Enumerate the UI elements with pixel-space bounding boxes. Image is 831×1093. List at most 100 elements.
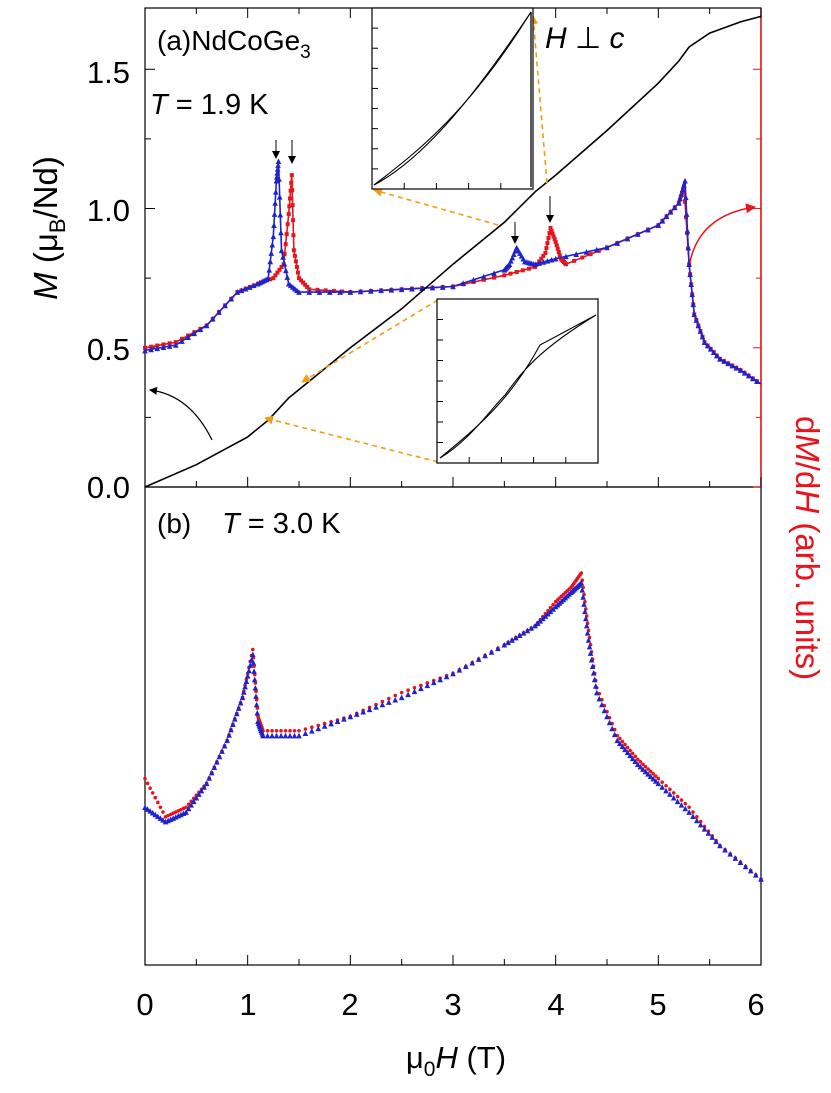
series-dmdh-down-b	[142, 579, 764, 882]
data-point	[551, 602, 555, 607]
data-point	[283, 267, 289, 274]
data-point	[544, 246, 549, 251]
data-point	[687, 271, 693, 278]
data-point	[419, 683, 423, 688]
data-point	[628, 748, 632, 753]
data-point	[418, 685, 424, 692]
data-point	[276, 176, 282, 182]
data-point	[185, 805, 192, 812]
data-point	[188, 802, 194, 808]
data-point	[727, 851, 733, 857]
data-point	[545, 241, 550, 246]
data-point	[450, 283, 456, 290]
data-point	[273, 732, 280, 739]
data-point	[509, 254, 516, 261]
data-point	[753, 871, 759, 878]
data-point	[678, 802, 685, 808]
data-point	[286, 212, 291, 217]
data-point	[709, 834, 716, 840]
data-point	[379, 701, 386, 708]
data-point	[620, 739, 625, 744]
data-point	[221, 742, 228, 749]
data-point	[271, 211, 278, 217]
data-point	[224, 737, 230, 744]
callout-upper-2	[529, 15, 548, 184]
data-point	[287, 732, 293, 739]
data-point	[275, 158, 282, 164]
x-tick-label-1: 1	[239, 987, 256, 1022]
data-point	[276, 194, 283, 200]
data-point	[548, 256, 555, 263]
data-point	[323, 288, 328, 293]
data-point	[291, 218, 296, 223]
data-point	[693, 317, 700, 323]
data-point	[274, 728, 279, 733]
data-point	[589, 663, 596, 670]
data-point	[241, 689, 247, 695]
data-point	[583, 615, 589, 622]
data-point	[667, 791, 673, 797]
data-point	[296, 289, 302, 295]
data-point	[582, 608, 588, 615]
data-point	[305, 285, 310, 290]
data-point	[640, 766, 646, 772]
data-point	[655, 222, 662, 229]
data-point	[443, 673, 450, 680]
data-point	[495, 645, 501, 652]
data-point	[653, 774, 658, 778]
data-point	[623, 742, 627, 747]
data-point	[251, 282, 257, 289]
data-point	[341, 716, 347, 722]
data-point	[638, 760, 643, 764]
data-point	[678, 191, 685, 197]
data-point	[272, 189, 279, 195]
data-point	[287, 204, 292, 209]
data-point	[651, 772, 655, 776]
data-point	[599, 701, 605, 708]
data-point	[216, 753, 223, 760]
data-point	[609, 725, 615, 732]
data-point	[156, 800, 160, 805]
x-axis-label: μ0H (T)	[406, 1040, 506, 1081]
data-point	[647, 773, 654, 779]
data-point	[328, 720, 334, 727]
inset-lower	[436, 298, 599, 464]
data-point	[398, 286, 405, 293]
data-point	[270, 728, 274, 733]
data-point	[578, 579, 585, 586]
data-point	[630, 751, 635, 756]
data-point	[685, 244, 692, 251]
data-point	[196, 791, 202, 797]
data-point	[470, 277, 477, 283]
data-point	[275, 270, 280, 275]
data-point	[614, 240, 621, 246]
data-point	[203, 322, 210, 329]
data-point	[201, 784, 207, 790]
data-point	[684, 227, 691, 234]
data-point	[690, 301, 697, 308]
data-point	[274, 166, 281, 172]
data-point	[296, 732, 302, 739]
data-point	[524, 627, 531, 634]
data-point	[292, 728, 297, 733]
data-point	[315, 287, 320, 292]
data-point	[680, 182, 687, 188]
data-point	[491, 270, 497, 276]
data-point	[747, 867, 754, 874]
data-point	[656, 776, 661, 781]
data-point	[546, 608, 550, 613]
data-point	[488, 649, 495, 655]
data-point	[266, 266, 273, 273]
data-point	[652, 778, 659, 784]
data-point	[683, 194, 689, 201]
data-point	[281, 260, 288, 267]
data-point	[737, 367, 744, 373]
data-point	[714, 352, 720, 359]
data-point	[563, 262, 568, 267]
data-point	[274, 170, 281, 176]
data-point	[303, 727, 308, 731]
data-point	[331, 288, 336, 293]
data-point	[327, 289, 333, 295]
data-point	[310, 725, 314, 729]
data-point	[593, 689, 600, 696]
